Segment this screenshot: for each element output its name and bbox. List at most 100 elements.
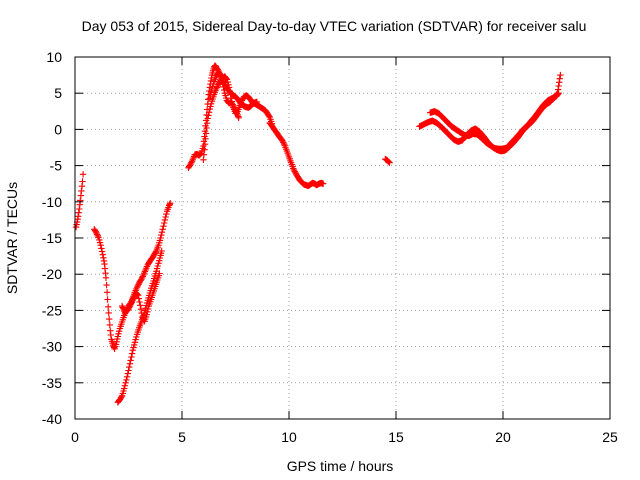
data-point: [213, 84, 221, 91]
data-point: [557, 71, 564, 79]
data-point: [206, 95, 213, 102]
data-point: [228, 100, 236, 107]
data-point: [128, 353, 135, 361]
data-point: [218, 77, 226, 85]
data-point: [228, 98, 235, 106]
data-point: [127, 357, 134, 364]
data-point: [217, 71, 224, 79]
data-point: [385, 158, 392, 165]
data-point: [118, 393, 125, 401]
data-point: [201, 146, 208, 153]
data-point: [280, 139, 287, 146]
data-point: [158, 247, 165, 255]
y-tick-label: 10: [46, 49, 62, 65]
chart-title: Day 053 of 2015, Sidereal Day-to-day VTE…: [82, 18, 587, 34]
data-point: [230, 104, 238, 111]
data-point: [202, 135, 209, 142]
data-point: [107, 331, 114, 339]
data-point: [138, 309, 145, 317]
data-point: [197, 150, 204, 158]
data-point: [265, 112, 273, 120]
data-point: [186, 162, 193, 169]
data-point: [103, 289, 111, 296]
data-point: [128, 350, 136, 357]
data-point: [125, 305, 132, 313]
data-point: [130, 344, 137, 351]
data-point: [99, 251, 106, 258]
y-tick-label: -15: [42, 230, 62, 246]
y-tick-label: -20: [42, 266, 62, 282]
data-point: [205, 112, 212, 119]
data-point: [201, 141, 209, 148]
data-point: [556, 75, 563, 82]
data-point: [230, 103, 237, 110]
data-point: [154, 262, 161, 270]
data-point: [92, 228, 99, 235]
x-tick-label: 5: [178, 429, 186, 445]
data-point: [158, 231, 165, 239]
data-point: [161, 219, 168, 227]
data-point: [156, 270, 163, 277]
data-point: [144, 305, 152, 313]
data-point: [104, 296, 111, 303]
data-point: [106, 321, 113, 329]
data-point: [205, 109, 213, 116]
data-point: [227, 91, 234, 98]
x-tick-labels: 0 5 10 15 20 25: [71, 429, 618, 445]
data-point: [157, 234, 164, 242]
data-point: [97, 242, 104, 249]
data-point: [187, 161, 194, 168]
data-point: [320, 180, 327, 187]
data-point: [79, 178, 86, 185]
data-point: [219, 80, 226, 87]
data-point: [105, 303, 112, 310]
data-point: [207, 91, 214, 99]
data-point: [132, 336, 139, 343]
data-point: [290, 165, 297, 172]
data-point: [385, 158, 393, 166]
data-point: [79, 171, 87, 178]
data-point: [231, 105, 238, 113]
data-point: [202, 130, 210, 137]
data-point: [280, 140, 288, 148]
x-tick-label: 20: [495, 429, 511, 445]
data-point: [93, 229, 100, 237]
data-point: [200, 151, 208, 158]
data-point: [218, 74, 225, 82]
data-point: [215, 70, 223, 77]
data-point: [143, 311, 150, 318]
y-tick-label: -30: [42, 339, 62, 355]
data-point: [188, 158, 196, 165]
y-tick-labels: 10 5 0 -5 -10 -15 -20 -25 -30 -35 -40: [42, 49, 62, 427]
data-point: [235, 114, 242, 121]
data-point: [124, 370, 131, 377]
data-point: [126, 360, 134, 367]
y-tick-label: -25: [42, 302, 62, 318]
x-tick-label: 25: [602, 429, 618, 445]
data-point: [137, 277, 144, 284]
data-point: [131, 339, 139, 346]
y-tick-label: -40: [42, 411, 62, 427]
x-tick-label: 0: [71, 429, 79, 445]
data-point: [553, 90, 561, 98]
y-tick-label: -35: [42, 375, 62, 391]
data-series-sdtvar: [72, 62, 564, 406]
data-point: [144, 308, 151, 315]
data-point: [207, 103, 214, 110]
data-point: [226, 87, 233, 95]
data-point: [162, 213, 169, 221]
data-point: [135, 295, 142, 302]
data-point: [139, 273, 146, 280]
data-point: [163, 210, 170, 218]
y-axis-label: SDTVAR / TECUs: [4, 182, 20, 294]
data-point: [156, 257, 163, 264]
data-point: [555, 82, 562, 90]
data-point: [203, 120, 211, 127]
data-point: [105, 309, 112, 317]
data-point: [223, 76, 231, 83]
data-point: [216, 71, 223, 78]
data-point: [122, 379, 129, 386]
y-tick-label: 0: [54, 121, 62, 137]
data-point: [103, 281, 110, 289]
